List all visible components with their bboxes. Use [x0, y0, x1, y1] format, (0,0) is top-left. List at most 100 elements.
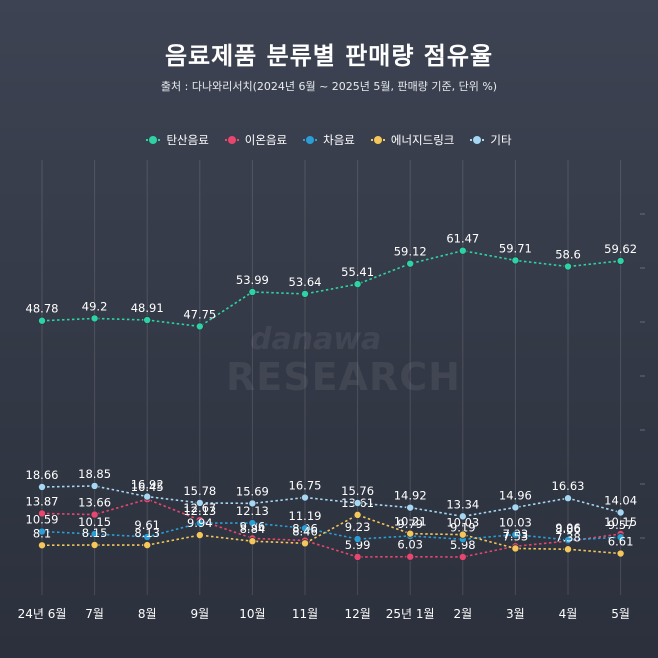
legend: 탄산음료 이온음료 차음료 에너지드링크 기타 [0, 132, 658, 148]
data-label: 53.99 [236, 273, 269, 287]
data-label: 7.53 [503, 529, 529, 543]
x-tick-label: 10월 [239, 607, 265, 621]
watermark-text: RESEARCH [226, 355, 461, 399]
data-point [90, 541, 99, 550]
x-tick-label: 12월 [344, 607, 370, 621]
data-point [511, 544, 520, 553]
data-label: 48.91 [131, 301, 164, 315]
x-tick-label: 4월 [559, 607, 578, 621]
data-label: 9.79 [397, 517, 423, 531]
data-label: 18.66 [26, 468, 59, 482]
data-point [248, 499, 257, 508]
data-point [458, 246, 467, 255]
data-label: 8.15 [82, 526, 108, 540]
data-label: 14.04 [604, 493, 637, 507]
data-label: 59.12 [394, 245, 427, 259]
legend-marker-icon [370, 136, 385, 144]
data-label: 8.86 [555, 522, 581, 536]
x-tick-label: 2월 [453, 607, 472, 621]
series-line [41, 522, 621, 541]
data-point [458, 530, 467, 539]
data-point [511, 530, 520, 539]
data-label: 11.19 [289, 509, 322, 523]
data-point [511, 256, 520, 265]
data-point [38, 509, 47, 518]
data-label: 9.06 [555, 521, 581, 535]
legend-item-tea[interactable]: 차음료 [303, 132, 355, 148]
x-tick-label: 9월 [190, 607, 209, 621]
chart-title: 음료제품 분류별 판매량 점유율 [164, 42, 494, 70]
data-label: 10.03 [499, 516, 532, 530]
data-point [90, 314, 99, 323]
legend-item-ion[interactable]: 이온음료 [224, 132, 287, 148]
data-point [353, 280, 362, 289]
data-label: 9.57 [608, 518, 634, 532]
data-point [300, 493, 309, 502]
data-point [38, 541, 47, 550]
legend-label: 기타 [490, 133, 512, 147]
legend-item-other[interactable]: 기타 [470, 132, 512, 148]
legend-item-energy[interactable]: 에너지드링크 [370, 132, 455, 148]
data-point [248, 537, 257, 546]
data-point [90, 481, 99, 490]
data-point [564, 535, 573, 544]
x-tick-label: 25년 1월 [386, 607, 435, 621]
data-point [300, 524, 309, 533]
data-label: 16.92 [131, 478, 164, 492]
data-point [564, 494, 573, 503]
data-point [248, 519, 257, 528]
data-label: 9.94 [187, 516, 213, 530]
data-label: 10.15 [78, 515, 111, 529]
x-tick-label: 7월 [85, 607, 104, 621]
data-point [616, 549, 625, 558]
legend-label: 차음료 [323, 133, 355, 147]
watermark-logo: danawa [250, 322, 382, 357]
data-point [143, 316, 152, 325]
data-label: 12.13 [183, 504, 216, 518]
data-label: 6.61 [608, 535, 634, 549]
data-point [458, 552, 467, 561]
data-point [353, 499, 362, 508]
data-label: 59.71 [499, 241, 532, 255]
data-point [511, 503, 520, 512]
data-label: 7.38 [555, 530, 581, 544]
data-point [143, 532, 152, 541]
series-line [41, 513, 621, 555]
x-tick-label: 11월 [292, 607, 318, 621]
x-tick-label: 24년 6월 [18, 607, 67, 621]
data-point [406, 259, 415, 268]
data-label: 8.13 [134, 526, 160, 540]
data-label: 55.41 [341, 265, 374, 279]
data-label: 15.69 [236, 484, 269, 498]
data-label: 10.21 [394, 515, 427, 529]
data-label: 5.98 [450, 538, 476, 552]
data-label: 59.62 [604, 242, 637, 256]
data-label: 13.34 [446, 497, 479, 511]
legend-marker-icon [146, 136, 161, 144]
data-point [300, 539, 309, 548]
legend-marker-icon [470, 136, 485, 144]
data-label: 18.85 [78, 467, 111, 481]
data-label: 15.76 [341, 484, 374, 498]
legend-label: 에너지드링크 [390, 133, 455, 147]
data-point [616, 256, 625, 265]
legend-item-carbonated[interactable]: 탄산음료 [146, 132, 209, 148]
legend-marker-icon [224, 136, 239, 144]
series-line [41, 249, 621, 328]
data-label: 9.19 [450, 520, 476, 534]
data-label: 9.61 [134, 518, 160, 532]
data-label: 13.87 [26, 494, 59, 508]
data-label: 8.84 [240, 522, 266, 536]
data-label: 5.99 [345, 538, 371, 552]
data-label: 12.67 [183, 501, 216, 515]
data-point [38, 527, 47, 536]
data-label: 47.75 [183, 307, 216, 321]
x-tick-label: 3월 [506, 607, 525, 621]
data-point [90, 510, 99, 519]
data-label: 13.66 [78, 496, 111, 510]
data-point [195, 531, 204, 540]
data-point [353, 552, 362, 561]
data-label: 61.47 [446, 232, 479, 246]
data-point [564, 262, 573, 271]
